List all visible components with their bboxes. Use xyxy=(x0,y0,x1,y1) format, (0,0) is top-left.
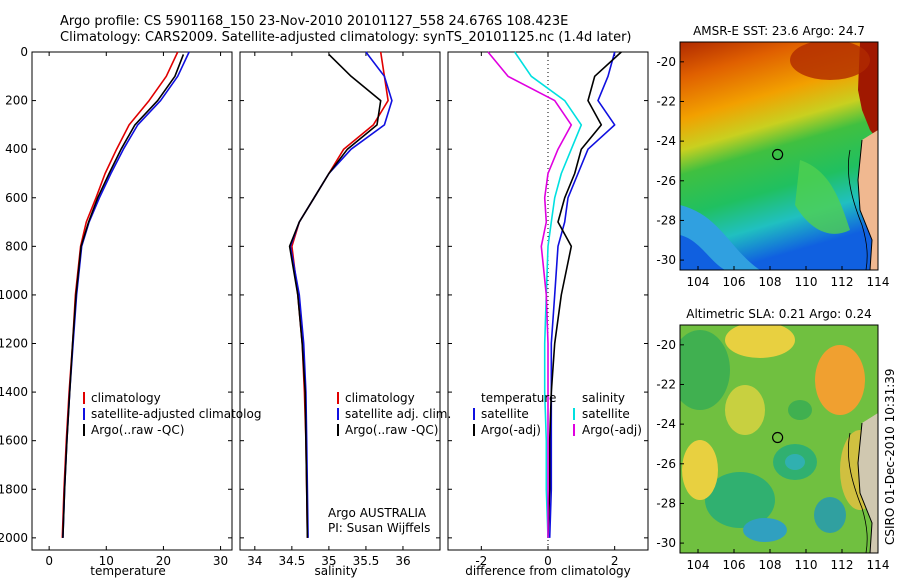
sal-legend-argo: Argo(..raw -QC) xyxy=(345,423,438,437)
depth-tick-label: 1000 xyxy=(0,288,28,302)
header-line-1: Argo profile: CS 5901168_150 23-Nov-2010… xyxy=(60,14,568,29)
sal-legend-climatology: climatology xyxy=(345,391,415,405)
sla-map-panel: Altimetric SLA: 0.21 Argo: 0.24 xyxy=(656,307,889,572)
map-lat-tick-label: -26 xyxy=(656,457,676,471)
depth-tick-label: 0 xyxy=(20,45,28,59)
csiro-credit: CSIRO 01-Dec-2010 10:31:39 xyxy=(883,368,897,545)
sla-map-title: Altimetric SLA: 0.21 Argo: 0.24 xyxy=(686,307,871,321)
argo-australia-label: Argo AUSTRALIA xyxy=(328,506,427,520)
temperature-xlabel: temperature xyxy=(90,564,165,578)
temp-series-satellite-adjusted-climatolog xyxy=(62,51,190,538)
depth-tick-label: 2000 xyxy=(0,531,28,545)
sst-map-title: AMSR-E SST: 23.6 Argo: 24.7 xyxy=(693,24,865,38)
map-lon-tick-label: 108 xyxy=(759,275,782,289)
sal-legend-satellite: satellite adj. clim. xyxy=(345,407,451,421)
map-lon-tick-label: 104 xyxy=(687,558,710,572)
diff-legend-sal-satellite: satellite xyxy=(582,407,630,421)
sal-xtick-label: 36 xyxy=(395,554,410,568)
temp-legend-argo: Argo(..raw -QC) xyxy=(91,423,184,437)
temperature-axes-frame xyxy=(31,51,233,551)
sal-xtick-label: 34 xyxy=(247,554,262,568)
map-lon-tick-label: 104 xyxy=(687,275,710,289)
sla-map-frame xyxy=(679,324,879,554)
sst-field xyxy=(680,42,878,270)
map-lat-tick-label: -22 xyxy=(656,377,676,391)
sst-map-frame xyxy=(679,41,879,271)
map-lat-tick-label: -20 xyxy=(656,55,676,69)
diff-series-temperature-argo-adj- xyxy=(547,51,622,538)
temp-xtick-label: 10 xyxy=(99,554,114,568)
map-lat-tick-label: -30 xyxy=(656,253,676,267)
sal-xtick-label: 35 xyxy=(321,554,336,568)
sla-argo-position-marker xyxy=(772,431,784,444)
diff-series-temperature-satellite xyxy=(548,51,616,538)
map-lon-tick-label: 110 xyxy=(795,275,818,289)
depth-tick-label: 600 xyxy=(5,191,28,205)
map-lat-tick-label: -28 xyxy=(656,213,676,227)
depth-tick-label: 1800 xyxy=(0,482,28,496)
salinity-axes-frame xyxy=(239,51,441,551)
map-lon-tick-label: 106 xyxy=(723,558,746,572)
difference-xlabel: difference from climatology xyxy=(465,564,631,578)
salinity-legend: climatology satellite adj. clim. Argo(..… xyxy=(337,391,451,437)
diff-series-salinity-satellite xyxy=(514,51,583,538)
depth-tick-label: 200 xyxy=(5,94,28,108)
diff-legend-sal-argo: Argo(-adj) xyxy=(582,423,642,437)
map-lat-tick-label: -22 xyxy=(656,94,676,108)
map-lon-tick-label: 114 xyxy=(867,558,890,572)
depth-tick-label: 800 xyxy=(5,239,28,253)
map-lon-tick-label: 112 xyxy=(831,558,854,572)
map-lon-tick-label: 106 xyxy=(723,275,746,289)
diff-legend-temp-satellite: satellite xyxy=(481,407,529,421)
temp-series-climatology xyxy=(61,51,179,538)
map-lat-tick-label: -24 xyxy=(656,134,676,148)
map-lat-tick-label: -26 xyxy=(656,174,676,188)
map-lon-tick-label: 108 xyxy=(759,558,782,572)
temperature-legend: climatology satellite-adjusted climatolo… xyxy=(83,391,261,437)
sst-map-panel: AMSR-E SST: 23.6 Argo: 24.7 104 106 108 110… xyxy=(656,24,889,289)
map-lon-tick-label: 112 xyxy=(831,275,854,289)
map-lat-tick-label: -30 xyxy=(656,536,676,550)
temp-xtick-label: 0 xyxy=(45,554,53,568)
depth-tick-label: 1600 xyxy=(0,434,28,448)
depth-tick-label: 1400 xyxy=(0,385,28,399)
difference-legend: temperature satellite Argo(-adj) salinit… xyxy=(473,391,642,437)
temp-legend-climatology: climatology xyxy=(91,391,161,405)
header-line-2: Climatology: CARS2009. Satellite-adjuste… xyxy=(60,30,632,45)
map-lat-tick-label: -28 xyxy=(656,496,676,510)
diff-legend-temperature-title: temperature xyxy=(481,391,556,405)
sla-field xyxy=(680,325,878,553)
temp-series-argo-raw-qc- xyxy=(62,54,185,538)
diff-xtick-label: -2 xyxy=(475,554,487,568)
sal-series-argo-raw-qc- xyxy=(288,53,382,538)
diff-series-salinity-argo-adj- xyxy=(487,51,573,538)
depth-tick-label: 400 xyxy=(5,142,28,156)
temp-xtick-label: 30 xyxy=(213,554,228,568)
map-lon-tick-label: 110 xyxy=(795,558,818,572)
sst-argo-position-marker xyxy=(772,148,784,161)
sal-xtick-label: 35.5 xyxy=(353,554,380,568)
map-lat-tick-label: -20 xyxy=(656,338,676,352)
map-lon-tick-label: 114 xyxy=(867,275,890,289)
sal-xtick-label: 34.5 xyxy=(278,554,305,568)
temperature-panel: 0 200 400 600 800 1000 1200 1400 1600 1800 2000 0 10… xyxy=(0,45,261,578)
depth-tick-label: 1200 xyxy=(0,337,28,351)
map-lat-tick-label: -24 xyxy=(656,417,676,431)
diff-xtick-label: 2 xyxy=(611,554,619,568)
diff-legend-temp-argo: Argo(-adj) xyxy=(481,423,541,437)
temp-legend-satellite: satellite-adjusted climatolog xyxy=(91,407,261,421)
salinity-panel: 34 34.5 35 35.5 36 salinity climatology sate… xyxy=(239,51,451,578)
diff-xtick-label: 0 xyxy=(544,554,552,568)
pi-name-label: PI: Susan Wijffels xyxy=(328,521,430,535)
salinity-xlabel: salinity xyxy=(314,564,357,578)
temp-xtick-label: 20 xyxy=(156,554,171,568)
difference-panel: -2 0 2 difference from climatology tempera… xyxy=(447,51,649,578)
diff-legend-salinity-title: salinity xyxy=(582,391,625,405)
